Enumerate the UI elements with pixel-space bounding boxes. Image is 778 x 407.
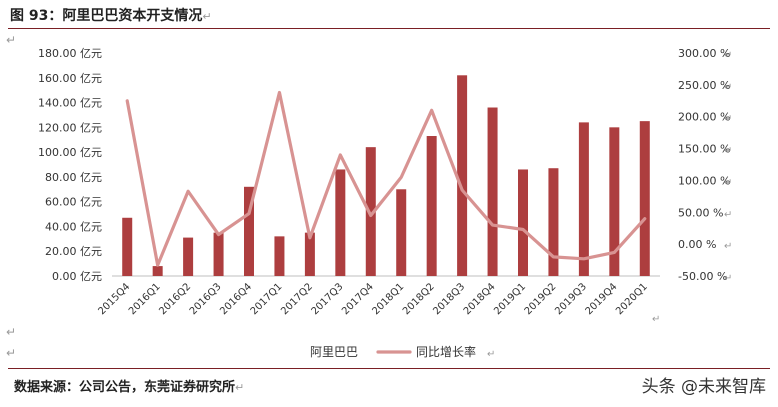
paragraph-mark-icon: ↵: [724, 82, 732, 93]
left-axis-tick-label: 80.00 亿元: [45, 171, 102, 184]
x-tick-label: 2017Q3: [310, 281, 346, 317]
right-axis-tick-label: 300.00 %: [678, 47, 730, 60]
bar: [183, 237, 194, 276]
left-axis-tick-label: 60.00 亿元: [45, 196, 102, 209]
right-axis-tick-label: 100.00 %: [678, 174, 730, 187]
growth-rate-line: [125, 90, 647, 267]
paragraph-mark-icon: ↵: [6, 325, 17, 339]
paragraph-mark-icon: ↵: [724, 273, 732, 284]
x-tick-label: 2019Q4: [584, 281, 620, 317]
x-tick-label: 2016Q4: [218, 281, 254, 317]
paragraph-mark-icon: ↵: [652, 314, 660, 325]
source-text: 数据来源：公司公告，东莞证券研究所: [14, 380, 236, 395]
source-divider: [8, 368, 770, 369]
x-tick-label: 2019Q3: [553, 281, 589, 317]
x-tick-label: 2017Q4: [340, 281, 376, 317]
right-axis-tick-label: 0.00 %: [678, 238, 716, 251]
x-tick-label: 2015Q4: [97, 281, 133, 317]
bar: [304, 232, 315, 276]
right-axis-tick-label: -50.00 %: [678, 270, 727, 283]
left-axis-tick-label: 100.00 亿元: [38, 146, 102, 159]
bar: [518, 169, 528, 276]
x-tick-label: 2018Q1: [371, 281, 407, 317]
x-tick-label: 2016Q1: [127, 281, 163, 317]
paragraph-mark-icon: ↵: [724, 209, 732, 220]
x-tick-label: 2017Q1: [249, 281, 285, 317]
bar: [122, 217, 133, 276]
paragraph-mark-icon: ↵: [6, 346, 17, 360]
paragraph-mark-icon: ↵: [724, 114, 732, 125]
left-axis-tick-label: 120.00 亿元: [38, 121, 102, 134]
bar: [244, 186, 254, 276]
bar: [457, 75, 468, 276]
left-axis-tick-label: 40.00 亿元: [45, 220, 102, 233]
right-axis-tick-label: 150.00 %: [678, 143, 730, 156]
paragraph-mark-icon: ↵: [6, 33, 17, 47]
right-axis-tick-label: 250.00 %: [678, 79, 730, 92]
x-tick-label: 2019Q1: [492, 281, 528, 317]
x-tick-label: 2016Q3: [188, 281, 224, 317]
bar: [396, 189, 407, 276]
bar: [365, 147, 376, 276]
legend-label-bars: 阿里巴巴: [310, 345, 358, 359]
bar: [639, 121, 650, 276]
left-axis-tick-label: 0.00 亿元: [52, 270, 102, 283]
paragraph-mark-icon: ↵: [487, 349, 495, 360]
paragraph-mark-icon: ↵: [202, 10, 212, 23]
x-tick-label: 2017Q2: [279, 281, 315, 317]
x-tick-label: 2020Q1: [614, 281, 650, 317]
x-tick-label: 2018Q3: [431, 281, 467, 317]
bar: [487, 107, 498, 276]
left-axis-tick-label: 180.00 亿元: [38, 47, 102, 60]
paragraph-mark-icon: ↵: [724, 50, 732, 61]
paragraph-mark-icon: ↵: [724, 241, 732, 252]
paragraph-mark-icon: ↵: [724, 177, 732, 188]
title-divider: [8, 28, 770, 29]
bar: [548, 168, 559, 276]
paragraph-mark-icon: ↵: [235, 381, 245, 394]
right-axis-tick-label: 50.00 %: [678, 206, 723, 219]
x-tick-label: 2019Q2: [523, 281, 559, 317]
bar: [152, 266, 163, 276]
bar: [274, 236, 285, 276]
figure-title-text: 图 93：阿里巴巴资本开支情况: [10, 8, 203, 24]
x-tick-label: 2018Q2: [401, 281, 437, 317]
left-axis-tick-label: 160.00 亿元: [38, 72, 102, 85]
left-axis-tick-label: 140.00 亿元: [38, 97, 102, 110]
right-axis-tick-label: 200.00 %: [678, 111, 730, 124]
figure-title: 图 93：阿里巴巴资本开支情况↵: [10, 5, 212, 25]
paragraph-mark-icon: ↵: [724, 146, 732, 157]
bar: [578, 122, 589, 276]
watermark: 头条 @未来智库: [641, 377, 766, 397]
bar: [335, 169, 346, 276]
x-tick-label: 2016Q2: [157, 281, 193, 317]
bar: [609, 127, 620, 276]
x-tick-label: 2018Q4: [462, 281, 498, 317]
bar: [213, 232, 224, 276]
left-axis-tick-label: 20.00 亿元: [45, 245, 102, 258]
legend-label-line: 同比增长率: [416, 344, 476, 359]
bar: [426, 136, 437, 276]
source-note: 数据来源：公司公告，东莞证券研究所↵: [14, 376, 244, 395]
